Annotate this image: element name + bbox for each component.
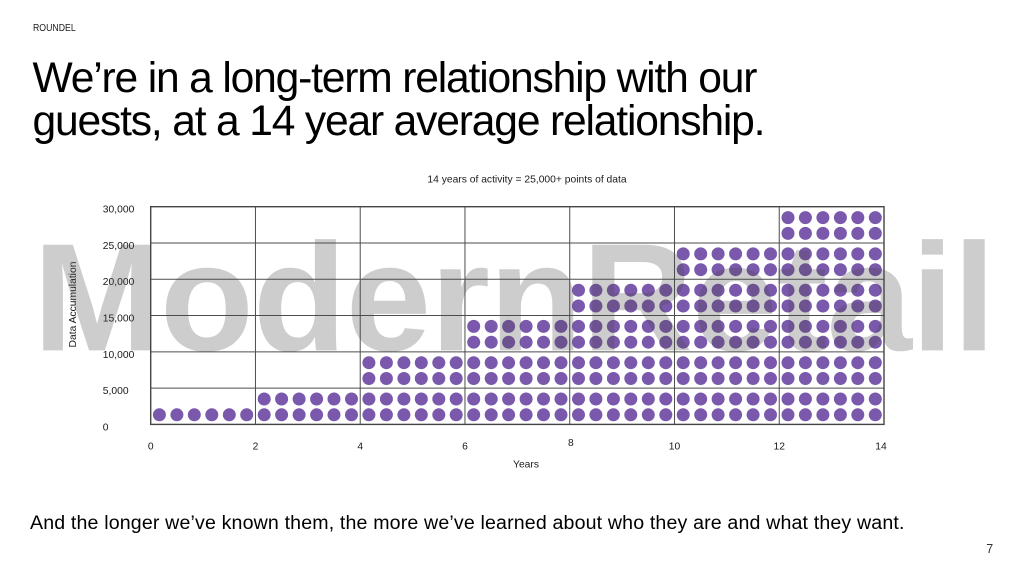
svg-text:4: 4	[357, 442, 363, 453]
svg-text:0: 0	[148, 442, 154, 453]
svg-text:14 years of activity = 25,000+: 14 years of activity = 25,000+ points of…	[427, 175, 626, 186]
svg-text:25,000: 25,000	[103, 241, 135, 252]
svg-text:Years: Years	[513, 460, 539, 471]
svg-text:12: 12	[774, 442, 786, 453]
svg-text:2: 2	[253, 442, 259, 453]
svg-text:10,000: 10,000	[103, 350, 135, 361]
svg-text:6: 6	[462, 442, 468, 453]
svg-text:20,000: 20,000	[103, 277, 135, 288]
svg-text:15,000: 15,000	[103, 314, 135, 325]
svg-text:14: 14	[875, 442, 887, 453]
svg-text:30,000: 30,000	[103, 205, 135, 216]
svg-text:5,000: 5,000	[103, 386, 129, 397]
svg-text:10: 10	[669, 442, 681, 453]
svg-text:0: 0	[103, 422, 109, 433]
svg-text:ModernRetail: ModernRetail	[33, 211, 995, 383]
svg-text:8: 8	[568, 438, 574, 449]
svg-text:Data Accumulation: Data Accumulation	[68, 261, 79, 347]
